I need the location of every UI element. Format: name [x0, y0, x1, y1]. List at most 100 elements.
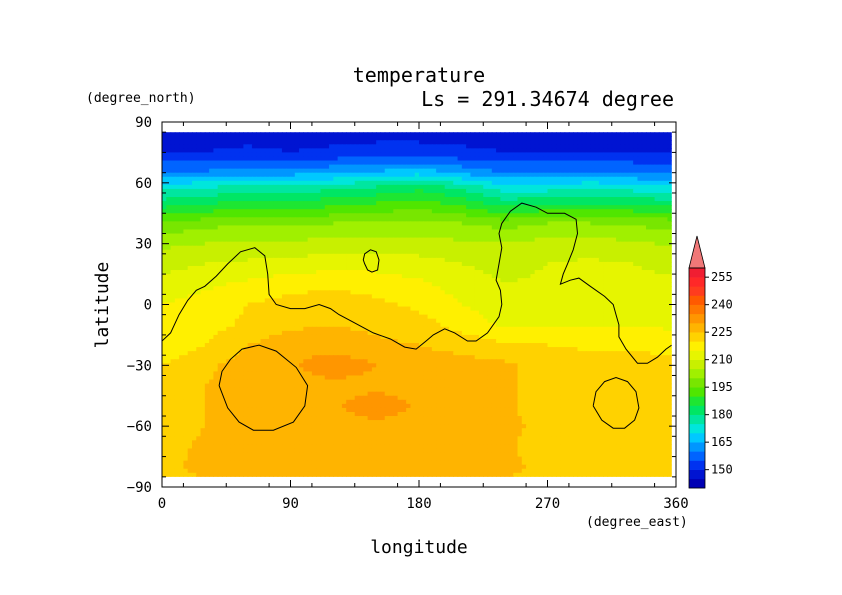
heatmap-cell: [247, 245, 253, 251]
heatmap-cell: [239, 257, 244, 263]
heatmap-cell: [367, 237, 373, 243]
heatmap-cell: [256, 148, 262, 154]
heatmap-cell: [466, 213, 471, 218]
heatmap-cell: [397, 205, 403, 210]
heatmap-cell: [508, 233, 514, 239]
heatmap-cell: [581, 209, 587, 214]
heatmap-cell: [217, 184, 223, 190]
heatmap-cell: [251, 164, 257, 170]
heatmap-cell: [641, 132, 647, 137]
heatmap-cell: [667, 265, 672, 271]
heatmap-cell: [294, 205, 300, 210]
heatmap-cell: [269, 261, 274, 267]
heatmap-cell: [419, 197, 424, 202]
heatmap-cell: [226, 282, 232, 287]
heatmap-cell: [414, 245, 420, 251]
heatmap-cell: [453, 265, 459, 271]
heatmap-cell: [547, 274, 553, 279]
heatmap-cell: [487, 132, 493, 137]
heatmap-cell: [303, 245, 309, 251]
heatmap-cell: [560, 192, 566, 198]
heatmap-cell: [526, 294, 531, 300]
heatmap-cell: [543, 294, 549, 300]
heatmap-cell: [269, 290, 274, 295]
heatmap-cell: [543, 257, 549, 263]
heatmap-cell: [183, 184, 189, 190]
heatmap-cell: [646, 294, 651, 300]
heatmap-cell: [440, 168, 446, 174]
heatmap-cell: [581, 184, 587, 190]
heatmap-cell: [500, 168, 506, 174]
heatmap-cell: [243, 164, 249, 170]
heatmap-cell: [633, 209, 639, 214]
heatmap-cell: [376, 176, 382, 182]
heatmap-cell: [598, 257, 604, 263]
heatmap-cell: [269, 176, 274, 182]
heatmap-cell: [256, 237, 262, 243]
heatmap-cell: [363, 274, 369, 279]
heatmap-cell: [496, 160, 501, 166]
heatmap-cell: [226, 144, 232, 149]
heatmap-cell: [658, 188, 664, 194]
heatmap-cell: [393, 225, 399, 231]
heatmap-cell: [243, 209, 249, 214]
heatmap-cell: [654, 213, 660, 218]
heatmap-cell: [170, 225, 176, 231]
heatmap-cell: [414, 270, 420, 275]
heatmap-cell: [646, 265, 651, 271]
heatmap-cell: [650, 233, 656, 239]
heatmap-cell: [466, 274, 471, 279]
heatmap-cell: [179, 221, 185, 227]
heatmap-cell: [521, 274, 527, 279]
heatmap-cell: [436, 241, 442, 247]
heatmap-cell: [286, 265, 292, 271]
heatmap-cell: [213, 192, 219, 198]
heatmap-cell: [247, 144, 253, 149]
heatmap-cell: [423, 132, 429, 137]
heatmap-cell: [376, 294, 382, 300]
heatmap-cell: [269, 241, 274, 247]
heatmap-cell: [209, 257, 214, 263]
heatmap-cell: [333, 209, 339, 214]
heatmap-cell: [637, 164, 643, 170]
heatmap-cell: [508, 241, 514, 247]
heatmap-cell: [260, 261, 266, 267]
heatmap-cell: [341, 176, 347, 182]
heatmap-cell: [607, 144, 613, 149]
heatmap-cell: [650, 241, 656, 247]
heatmap-cell: [200, 144, 206, 149]
heatmap-cell: [316, 270, 322, 275]
heatmap-cell: [281, 205, 287, 210]
heatmap-cell: [281, 282, 287, 287]
heatmap-cell: [166, 278, 172, 283]
heatmap-cell: [251, 217, 257, 222]
heatmap-cell: [607, 205, 613, 210]
heatmap-cell: [230, 144, 236, 149]
heatmap-cell: [329, 140, 334, 145]
heatmap-cell: [573, 225, 579, 231]
heatmap-cell: [487, 136, 493, 141]
heatmap-cell: [183, 188, 189, 194]
heatmap-cell: [179, 274, 185, 279]
heatmap-cell: [504, 245, 510, 251]
heatmap-cell: [346, 184, 352, 190]
heatmap-cell: [611, 168, 617, 174]
heatmap-cell: [431, 286, 437, 291]
heatmap-cell: [389, 229, 394, 235]
heatmap-cell: [294, 192, 300, 198]
heatmap-cell: [191, 294, 197, 300]
heatmap-cell: [277, 225, 283, 231]
heatmap-cell: [389, 237, 394, 243]
heatmap-cell: [401, 229, 407, 235]
heatmap-cell: [543, 282, 549, 287]
heatmap-cell: [504, 237, 510, 243]
heatmap-cell: [526, 245, 531, 251]
heatmap-cell: [616, 180, 621, 186]
heatmap-cell: [350, 265, 356, 271]
heatmap-cell: [234, 164, 240, 170]
heatmap-cell: [166, 261, 172, 267]
heatmap-cell: [500, 290, 506, 295]
heatmap-cell: [444, 286, 450, 291]
heatmap-cell: [448, 209, 454, 214]
heatmap-cell: [397, 209, 403, 214]
